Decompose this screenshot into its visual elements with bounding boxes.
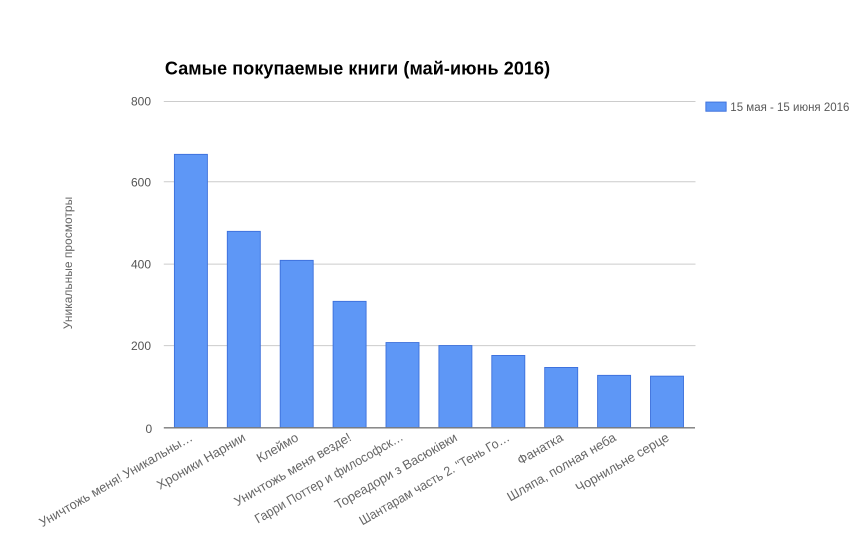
svg-text:0: 0 <box>146 422 153 436</box>
svg-text:Уникальные просмотры: Уникальные просмотры <box>61 197 75 329</box>
svg-text:200: 200 <box>131 339 151 353</box>
svg-text:Самые покупаемые книги (май-ию: Самые покупаемые книги (май-июнь 2016) <box>165 59 550 79</box>
svg-text:600: 600 <box>131 175 151 189</box>
svg-text:800: 800 <box>131 95 151 109</box>
svg-text:400: 400 <box>131 258 151 272</box>
svg-text:15 мая - 15 июня 2016: 15 мая - 15 июня 2016 <box>730 102 849 114</box>
